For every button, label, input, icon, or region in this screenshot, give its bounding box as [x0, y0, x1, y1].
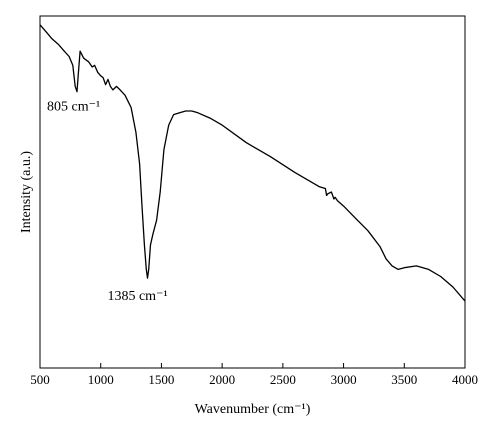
x-tick-label: 1500: [148, 372, 174, 387]
x-tick-label: 2000: [209, 372, 235, 387]
x-tick-label: 500: [30, 372, 50, 387]
x-axis-title: Wavenumber (cm⁻¹): [195, 402, 311, 417]
x-tick-label: 2500: [270, 372, 296, 387]
x-tick-label: 3000: [331, 372, 357, 387]
peak-label: 1385 cm⁻¹: [107, 289, 167, 304]
plot-frame: [39, 15, 466, 369]
x-axis-ticks: 500 1000 1500 2000 2500 3000 3500 4000: [30, 363, 478, 387]
y-axis-title: Intensity (a.u.): [19, 151, 34, 233]
x-tick-label: 1000: [88, 372, 114, 387]
series-line: [39, 24, 466, 302]
peak-annotations: 805 cm⁻¹ 1385 cm⁻¹: [47, 99, 168, 304]
peak-label: 805 cm⁻¹: [47, 99, 100, 114]
x-tick-label: 4000: [452, 372, 478, 387]
x-tick-label: 3500: [391, 372, 417, 387]
